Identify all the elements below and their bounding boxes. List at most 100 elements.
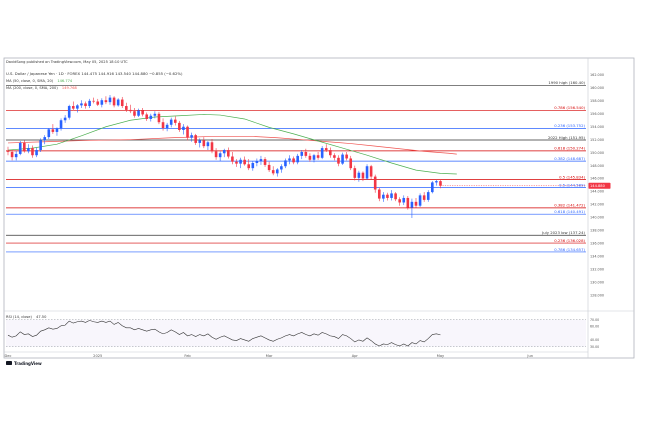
candle-down [178,120,181,132]
candle-body [169,119,173,125]
candle-down [186,125,189,141]
candle-body [186,126,189,138]
candle-down [337,155,340,167]
candle-up [153,111,157,119]
candle-up [312,153,316,163]
tradingview-logo: TradingView [6,361,42,366]
candle-body [345,154,348,159]
candle-body [149,115,153,119]
candle-body [320,148,324,158]
rsi-tick-label: 40.00 [590,338,599,342]
candle-body [235,161,238,164]
candle-body [23,142,26,152]
candle-up [275,168,279,177]
price-tick-label: 144.000 [590,190,604,194]
candle-body [333,155,336,158]
candle-body [418,195,422,206]
candle-body [67,106,71,118]
candle-body [35,150,38,156]
time-tick-label: Apr [352,354,359,358]
candle-up [255,158,259,167]
candle-down [235,159,238,167]
candle-up [251,161,255,171]
candle-body [431,182,434,193]
candle-body [353,168,357,178]
candle-body [386,194,389,198]
candle-body [304,151,308,156]
candle-down [349,155,353,171]
level-label: 1990 high (160.40) [548,80,585,85]
candle-body [14,153,18,158]
candle-down [10,150,14,161]
ma50-legend-value: 146.774 [57,79,73,83]
candle-up [382,192,385,202]
candle-body [96,101,100,105]
candle-down [161,118,165,131]
price-tick-label: 158.000 [590,99,604,103]
level-label: 0.382 (141.472) [554,203,585,208]
candle-down [104,96,108,105]
ma200-legend: MA (200, close, 0, SMA, 200) 149.768 [6,86,77,90]
time-axis: Dec 2025 Feb Mar Apr May Jun [5,354,534,358]
candle-body [324,148,328,151]
fib-levels: 1990 high (160.40) 0.786 (156.540) 0.236 (… [6,80,586,253]
candle-body [76,105,79,109]
candle-up [18,140,22,156]
candle-up [365,164,369,180]
candle-up [222,148,226,158]
candle-body [125,106,128,110]
candle-up [418,193,422,208]
candle-down [263,157,267,167]
candle-body [51,129,55,132]
candle-up [116,98,120,107]
candle-up [296,153,299,165]
candle-down [308,153,312,162]
candle-up [76,104,79,113]
price-tick-label: 136.000 [590,241,604,245]
candle-up [182,124,185,135]
candle-body [116,99,120,106]
candle-body [214,151,218,158]
tradingview-logo-icon [6,361,12,365]
candle-down [214,148,218,160]
candle-body [275,169,279,174]
candle-body [18,142,22,154]
candle-up [198,138,202,148]
candle-body [88,100,91,107]
candle-down [133,107,136,118]
level-label: 0.236 (153.752) [554,123,585,128]
candle-body [406,197,410,208]
time-tick-label: Dec [5,354,12,358]
candle-up [402,195,406,206]
level-label: 0.5 (145.834) [559,174,585,179]
price-tick-label: 162.000 [590,73,604,77]
candle-body [398,199,401,203]
price-tick-label: 128.000 [590,293,604,297]
candle-down [247,159,251,171]
candle-body [165,124,169,129]
candle-body [280,166,283,170]
candle-body [120,99,124,107]
candle-down [173,116,177,126]
candle-up [100,98,104,108]
candle-body [161,122,165,129]
ma50-line [7,114,457,175]
candle-down [373,174,377,193]
current-price-label: 144.880 [590,184,606,188]
candle-down [92,97,95,104]
candle-body [247,164,251,169]
candle-body [410,201,414,208]
time-tick-label: May [437,354,445,358]
candle-body [422,195,426,200]
candle-body [349,158,353,169]
candle-body [31,148,34,156]
candle-body [394,193,397,200]
candle-up [47,128,51,140]
candle-body [92,100,95,102]
candle-body [182,126,185,130]
level-label: 0.786 (134.657) [554,247,585,252]
candle-body [210,142,214,152]
rsi-tick-label: 60.00 [590,325,599,329]
publisher-text: DavidSong published on TradingView.com, … [6,60,128,64]
